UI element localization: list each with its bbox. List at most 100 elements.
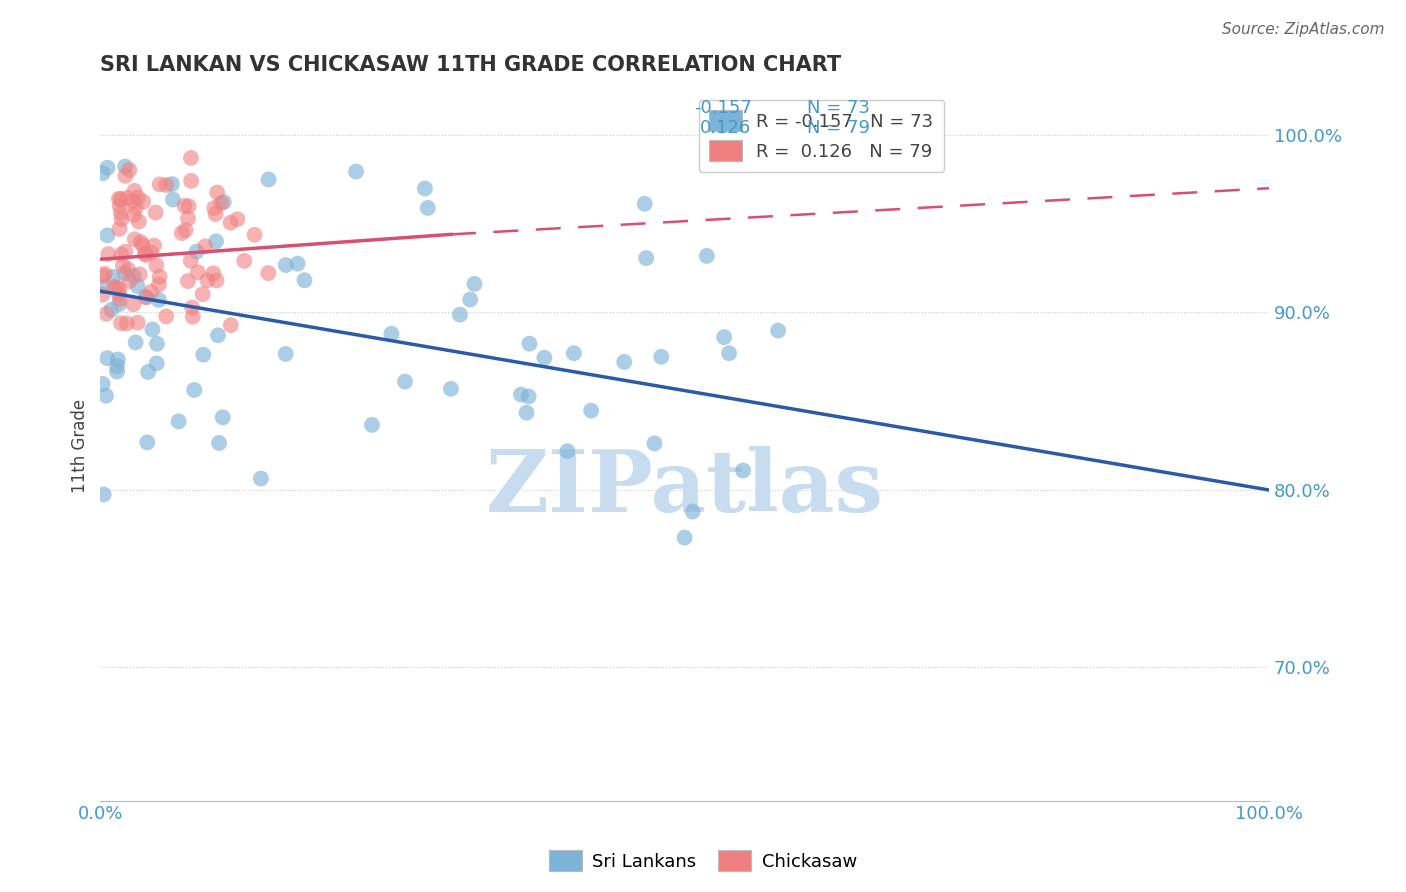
Point xyxy=(440,382,463,396)
Point xyxy=(211,410,233,425)
Point xyxy=(181,301,204,315)
Point xyxy=(183,383,205,397)
Point xyxy=(96,161,118,175)
Point xyxy=(145,205,167,219)
Point xyxy=(110,212,132,227)
Point xyxy=(110,316,132,330)
Point xyxy=(128,268,150,282)
Point xyxy=(160,177,183,191)
Point xyxy=(673,531,696,545)
Point xyxy=(202,266,225,280)
Point xyxy=(108,282,131,296)
Point xyxy=(141,322,163,336)
Point xyxy=(105,281,128,295)
Point xyxy=(108,287,131,301)
Point xyxy=(643,436,665,450)
Point xyxy=(115,317,138,331)
Point xyxy=(110,247,132,261)
Point xyxy=(180,253,202,268)
Point xyxy=(148,293,170,307)
Point xyxy=(713,330,735,344)
Point xyxy=(174,223,197,237)
Point xyxy=(155,178,177,192)
Point xyxy=(93,267,115,281)
Point xyxy=(108,199,131,213)
Point xyxy=(243,227,266,242)
Point xyxy=(97,247,120,261)
Point xyxy=(463,277,485,291)
Point xyxy=(194,239,217,253)
Point xyxy=(103,280,125,294)
Point xyxy=(187,265,209,279)
Point xyxy=(122,297,145,311)
Point xyxy=(205,273,228,287)
Point xyxy=(135,290,157,304)
Point xyxy=(205,235,228,249)
Point xyxy=(517,389,540,403)
Text: -0.157: -0.157 xyxy=(695,99,752,117)
Point xyxy=(274,347,297,361)
Text: ZIPatlas: ZIPatlas xyxy=(485,446,883,530)
Text: N = 79: N = 79 xyxy=(807,120,870,137)
Point xyxy=(127,279,149,293)
Point xyxy=(191,287,214,301)
Point xyxy=(177,211,200,226)
Point xyxy=(127,316,149,330)
Point xyxy=(193,348,215,362)
Point xyxy=(96,307,118,321)
Point xyxy=(202,201,225,215)
Point xyxy=(207,328,229,343)
Point xyxy=(111,259,134,273)
Point xyxy=(219,318,242,333)
Point xyxy=(562,346,585,360)
Point xyxy=(731,463,754,477)
Point xyxy=(361,417,384,432)
Point xyxy=(118,162,141,177)
Point xyxy=(124,335,146,350)
Point xyxy=(114,169,136,183)
Point xyxy=(205,186,228,200)
Point xyxy=(613,355,636,369)
Point xyxy=(132,194,155,209)
Point xyxy=(149,269,172,284)
Point xyxy=(145,356,167,370)
Point xyxy=(139,245,162,260)
Point xyxy=(115,191,138,205)
Point xyxy=(108,297,131,311)
Point xyxy=(650,350,672,364)
Point xyxy=(122,208,145,222)
Point xyxy=(208,436,231,450)
Point xyxy=(148,277,170,292)
Point xyxy=(145,259,167,273)
Point xyxy=(766,324,789,338)
Point xyxy=(91,166,114,180)
Y-axis label: 11th Grade: 11th Grade xyxy=(72,399,89,492)
Point xyxy=(170,226,193,240)
Point xyxy=(105,359,128,373)
Point xyxy=(94,389,117,403)
Point xyxy=(250,472,273,486)
Point xyxy=(155,310,177,324)
Point xyxy=(287,257,309,271)
Point xyxy=(125,201,148,215)
Point xyxy=(91,279,114,293)
Point xyxy=(93,487,115,501)
Point xyxy=(110,192,132,206)
Point xyxy=(105,365,128,379)
Point xyxy=(209,196,232,211)
Point xyxy=(114,267,136,281)
Point xyxy=(718,346,741,360)
Point xyxy=(219,216,242,230)
Point xyxy=(100,302,122,317)
Legend: Sri Lankans, Chickasaw: Sri Lankans, Chickasaw xyxy=(541,843,865,879)
Point xyxy=(682,505,704,519)
Point xyxy=(108,222,131,236)
Point xyxy=(118,274,141,288)
Point xyxy=(128,214,150,228)
Point xyxy=(233,254,256,268)
Point xyxy=(212,195,235,210)
Point xyxy=(143,238,166,252)
Point xyxy=(136,435,159,450)
Point xyxy=(533,351,555,365)
Point xyxy=(416,201,439,215)
